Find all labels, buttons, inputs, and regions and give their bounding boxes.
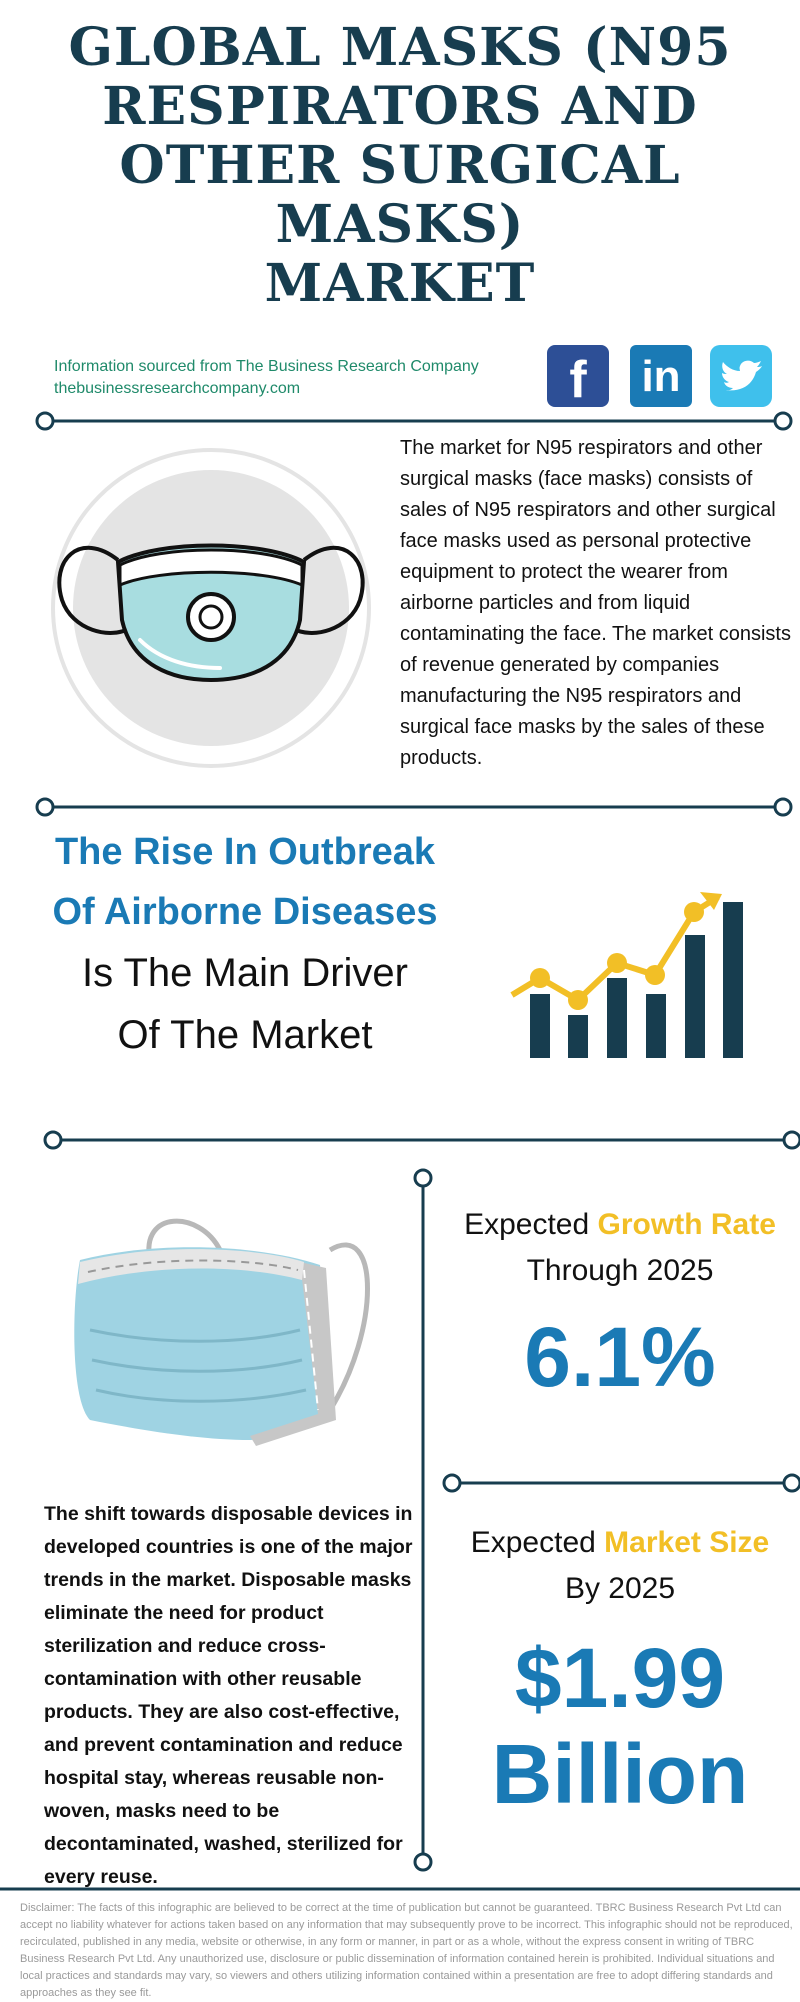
driver: The Rise In Outbreak Of Airborne Disease…: [30, 822, 460, 1066]
facebook-icon[interactable]: [547, 345, 609, 407]
growth-highlight: Growth Rate: [597, 1208, 776, 1241]
divider-dot: [35, 797, 55, 817]
linkedin-label[interactable]: in: [641, 352, 681, 401]
surgical-mask-illustration: [74, 1218, 370, 1446]
driver-highlight: The Rise In Outbreak Of Airborne Disease…: [52, 831, 438, 933]
title: GLOBAL MASKS (N95 RESPIRATORS AND OTHER …: [40, 18, 760, 313]
divider-dot: [782, 1130, 800, 1150]
driver-text: Is The Main Driver Of The Market: [81, 951, 408, 1057]
growth-icon: [510, 892, 743, 1058]
linkedin-icon[interactable]: [630, 345, 692, 407]
growth-period: Through 2025: [526, 1254, 714, 1287]
market-size-prefix: Expected: [470, 1526, 596, 1559]
market-size-highlight: Market Size: [604, 1526, 770, 1559]
n95-mask-illustration: [51, 448, 371, 768]
source-text: Information sourced from The Business Re…: [54, 358, 479, 375]
divider-dot: [773, 797, 793, 817]
description: The market for N95 respirators and other…: [400, 437, 791, 769]
divider-dot: [35, 411, 55, 431]
divider-dot: [782, 1473, 800, 1493]
growth-prefix: Expected: [464, 1208, 590, 1241]
divider-dot: [43, 1130, 63, 1150]
market-size-value: $1.99 Billion: [491, 1631, 749, 1821]
divider-dot: [773, 411, 793, 431]
trend: The shift towards disposable devices in …: [44, 1503, 413, 1888]
market-size: Expected Market Size By 2025 $1.99 Billi…: [440, 1520, 800, 1822]
divider-dot: [413, 1168, 433, 1188]
divider-dot: [442, 1473, 462, 1493]
growth: Expected Growth Rate Through 2025 6.1%: [440, 1202, 800, 1402]
market-size-period: By 2025: [564, 1572, 676, 1605]
twitter-icon[interactable]: [710, 345, 772, 407]
disclaimer: Disclaimer: The facts of this infographi…: [20, 1902, 793, 1999]
title-text: GLOBAL MASKS (N95 RESPIRATORS AND OTHER …: [68, 17, 732, 255]
website: thebusinessresearchcompany.com: [54, 380, 301, 397]
growth-value: 6.1%: [524, 1310, 716, 1404]
title-last-line: MARKET: [264, 253, 536, 314]
divider-dot: [413, 1852, 433, 1872]
facebook-label[interactable]: f: [569, 351, 587, 409]
source: Information sourced from The Business Re…: [54, 356, 479, 400]
